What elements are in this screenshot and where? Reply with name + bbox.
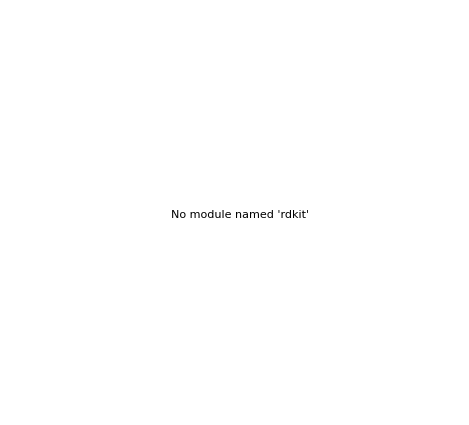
Text: No module named 'rdkit': No module named 'rdkit' [171, 210, 310, 220]
